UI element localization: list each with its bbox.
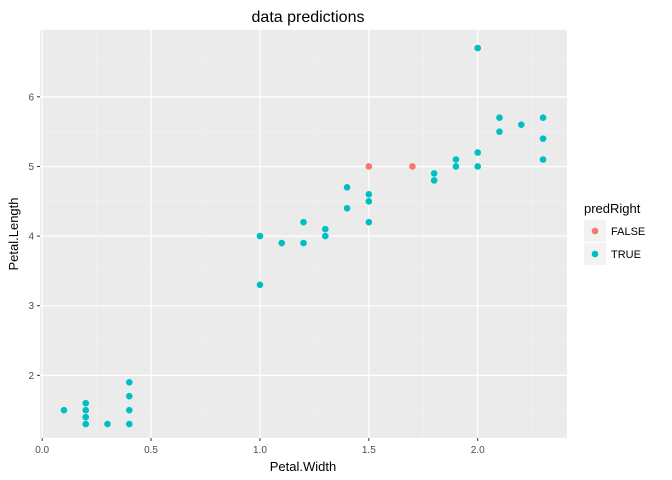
data-point-true — [474, 44, 482, 52]
data-point-true — [539, 114, 547, 122]
data-points — [60, 44, 547, 428]
plot-panel — [40, 30, 567, 438]
data-point-true — [321, 225, 329, 233]
x-axis-ticks: 0.0 0.5 1.0 1.5 2.0 — [35, 438, 485, 456]
legend-label: FALSE — [611, 226, 645, 238]
data-point-true — [430, 170, 438, 177]
data-point-true — [60, 406, 68, 414]
data-point-true — [365, 197, 373, 205]
data-point-true — [452, 163, 460, 170]
data-point-true — [430, 177, 438, 184]
data-point-true — [321, 232, 329, 240]
data-point-true — [256, 232, 264, 240]
data-point-true — [452, 156, 460, 163]
data-point-true — [496, 128, 503, 135]
legend: predRight FALSE TRUE — [584, 201, 645, 265]
data-point-true — [365, 218, 373, 226]
data-point-true — [125, 379, 133, 386]
data-point-true — [82, 399, 90, 407]
y-tick-label: 4 — [28, 232, 34, 243]
data-point-true — [82, 406, 90, 414]
x-tick-label: 1.5 — [362, 445, 376, 456]
data-point-true — [104, 420, 111, 428]
data-point-true — [474, 163, 482, 170]
x-tick-label: 1.0 — [253, 445, 267, 456]
data-point-true — [125, 406, 133, 414]
data-point-true — [496, 114, 503, 122]
x-tick-label: 2.0 — [471, 445, 485, 456]
legend-title: predRight — [584, 201, 641, 216]
x-tick-label: 0.5 — [144, 445, 158, 456]
data-point-true — [278, 239, 286, 247]
y-axis-title: Petal.Length — [6, 197, 21, 270]
data-point-true — [343, 184, 351, 191]
data-point-true — [474, 149, 482, 156]
data-point-true — [82, 420, 90, 428]
data-point-false — [409, 163, 416, 170]
data-point-true — [517, 121, 525, 128]
x-axis-title: Petal.Width — [270, 459, 336, 474]
legend-swatch — [591, 227, 599, 235]
data-point-true — [365, 191, 373, 198]
data-point-false — [365, 163, 373, 170]
data-point-true — [300, 218, 307, 226]
y-tick-label: 3 — [28, 301, 34, 312]
y-axis-ticks: 2 3 4 5 6 — [28, 92, 40, 382]
data-point-true — [82, 413, 90, 421]
y-tick-label: 5 — [28, 162, 34, 173]
data-point-true — [125, 392, 133, 400]
data-point-true — [256, 281, 264, 289]
data-point-true — [300, 239, 307, 247]
x-tick-label: 0.0 — [35, 445, 49, 456]
y-tick-label: 2 — [28, 371, 34, 382]
data-point-true — [539, 135, 547, 142]
data-point-true — [125, 420, 133, 428]
legend-label: TRUE — [611, 249, 641, 261]
data-point-true — [343, 204, 351, 212]
chart-title: data predictions — [252, 9, 365, 26]
legend-swatch — [591, 250, 599, 258]
y-tick-label: 6 — [28, 92, 34, 103]
data-point-true — [539, 156, 547, 163]
